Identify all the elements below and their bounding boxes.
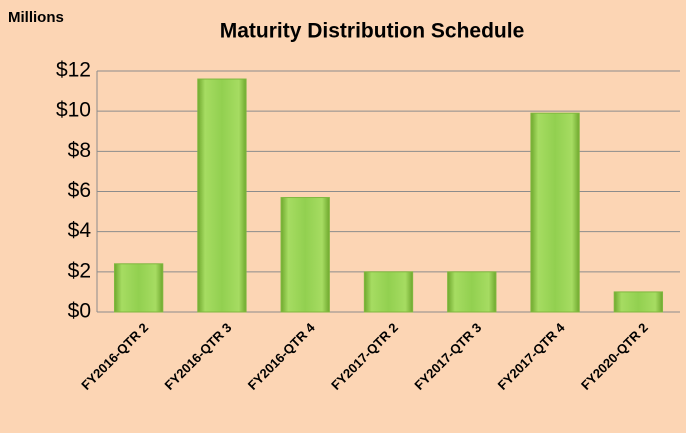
bar <box>197 78 247 313</box>
x-tick-label: FY2016-QTR 3 <box>162 320 235 393</box>
chart-title: Maturity Distribution Schedule <box>220 20 525 43</box>
bar <box>613 291 664 313</box>
y-unit-label: Millions <box>8 9 64 26</box>
x-tick-label: FY2017-QTR 4 <box>495 319 568 392</box>
x-tick-label: FY2017-QTR 2 <box>328 320 401 393</box>
y-tick-label: $8 <box>68 139 91 162</box>
bar <box>113 263 164 313</box>
bar <box>530 112 580 313</box>
y-tick-label: $0 <box>68 300 91 323</box>
y-tick-label: $6 <box>68 179 91 202</box>
x-tick-label: FY2020-QTR 2 <box>578 320 651 393</box>
bar <box>363 271 414 313</box>
y-tick-label: $12 <box>56 59 91 82</box>
y-tick-label: $4 <box>68 219 92 242</box>
bar <box>447 271 497 313</box>
y-tick-label: $10 <box>56 99 91 122</box>
bar <box>280 197 330 313</box>
x-tick-label: FY2016-QTR 4 <box>245 319 318 392</box>
y-tick-label: $2 <box>68 259 91 282</box>
x-tick-label: FY2016-QTR 2 <box>78 320 151 393</box>
x-tick-label: FY2017-QTR 3 <box>411 320 484 393</box>
